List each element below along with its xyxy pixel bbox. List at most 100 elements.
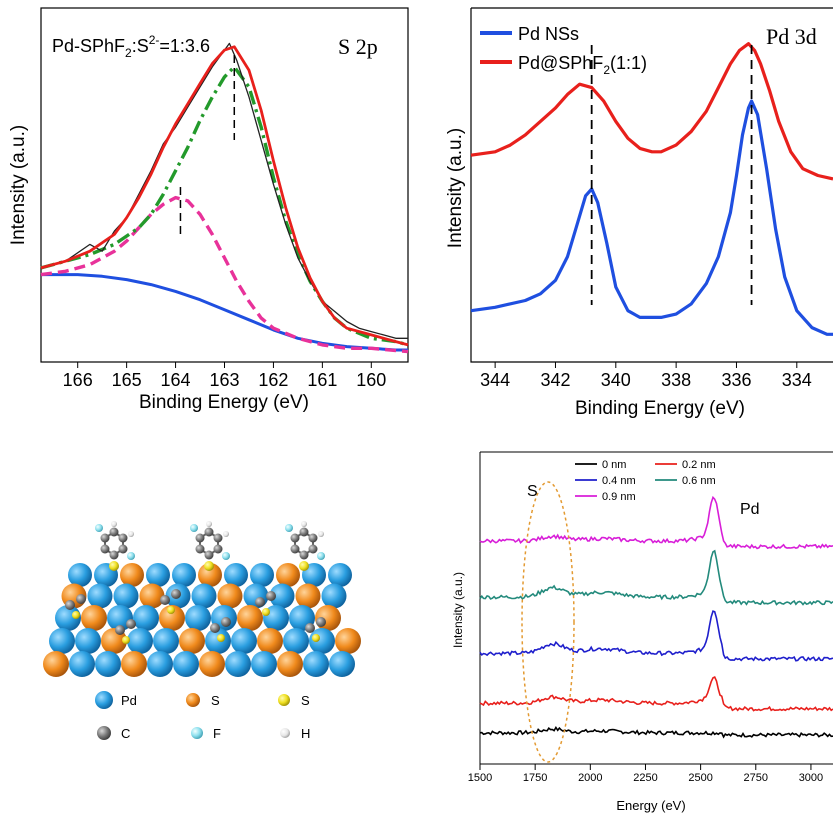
model-atom-c-sub2-c (266, 591, 276, 601)
panel-s2p-annotation: Pd-SPhF2:S2-=1:3.6 (52, 33, 210, 60)
model-atom-so-5 (198, 563, 222, 587)
model-atom-c-0-5 (100, 544, 110, 554)
s2p-x-tick-label-163: 163 (209, 370, 239, 390)
model-atom-pd-16 (191, 583, 217, 609)
model-atom-h-1-a (206, 521, 212, 527)
region-label-pd: Pd (740, 501, 760, 518)
model-atom-h-0-a (111, 521, 117, 527)
model-atom-so-2 (120, 563, 144, 587)
model-atom-pd-56 (329, 651, 355, 677)
model-atom-h-2-a (301, 521, 307, 527)
model-atom-c-0-4 (109, 550, 119, 560)
model-atom-c-0-2 (118, 533, 128, 543)
panel-depth-series (479, 495, 833, 739)
model-atom-s-sub-e (217, 634, 225, 642)
model-atom-c-sub2-d (126, 619, 136, 629)
pd3d-x-tick-label-340: 340 (601, 370, 631, 390)
model-atom-pd-0 (68, 563, 92, 587)
model-atom-c-sub2-f (316, 617, 326, 627)
s2p-series-comp1 (40, 195, 409, 354)
depth-legend-label-0-nm: 0 nm (602, 459, 626, 471)
model-atom-pd-19 (269, 583, 295, 609)
model-atom-c-sub2-e (221, 617, 231, 627)
panel-surface-model: Pd S S C F H (43, 521, 361, 741)
model-atom-pd-33 (49, 628, 75, 654)
legend-atom-c-icon (97, 726, 111, 740)
model-atom-c-sub-f (305, 623, 315, 633)
model-atom-s-sub-d (122, 636, 130, 644)
model-atom-h-1-b (223, 531, 229, 537)
model-atom-pd-13 (113, 583, 139, 609)
model-atom-s-sub-b (167, 606, 175, 614)
model-atom-c-2-3 (308, 544, 318, 554)
s2p-x-tick-label-161: 161 (307, 370, 337, 390)
legend-atom-h-label: H (301, 726, 310, 741)
model-atom-pd-55 (303, 651, 329, 677)
model-atom-pd-4 (172, 563, 196, 587)
panel-s2p-x-ticks: 166 165 164 163 162 161 160 (63, 362, 386, 390)
model-atom-c-sub-a (65, 600, 75, 610)
model-atom-so-45 (43, 651, 69, 677)
model-atom-pd-52 (225, 651, 251, 677)
model-atom-f-2-b (317, 552, 325, 560)
panel-pd3d-xlabel: Binding Energy (eV) (575, 398, 745, 419)
model-legend: Pd S S C F H (95, 691, 310, 741)
model-atom-s-yellow-0 (109, 561, 119, 571)
panel-pd3d-ylabel: Intensity (a.u.) (445, 128, 466, 248)
model-atom-s-sub-f (312, 634, 320, 642)
panel-s2p-xlabel: Binding Energy (eV) (139, 392, 309, 413)
model-atom-pd-7 (250, 563, 274, 587)
model-atom-so-54 (277, 651, 303, 677)
model-atom-pd-36 (127, 628, 153, 654)
s2p-series-fit (40, 45, 409, 347)
legend-atom-s-orange-icon (186, 693, 200, 707)
panel-depth-x-ticks: 1500 1750 2000 2250 2500 2750 3000 (468, 764, 823, 784)
model-atom-c-sub2-b (171, 589, 181, 599)
model-atom-so-26 (159, 605, 185, 631)
legend-atom-c-label: C (121, 726, 130, 741)
model-atom-so-20 (295, 583, 321, 609)
model-atom-s-sub-a (72, 611, 80, 619)
legend-atom-s-yellow-icon (278, 694, 290, 706)
surface-model-atoms (43, 521, 361, 677)
pd3d-x-tick-label-336: 336 (721, 370, 751, 390)
model-atom-h-0-b (128, 531, 134, 537)
depth-x-tick-label-2000: 2000 (578, 772, 602, 784)
pd3d-x-tick-label-342: 342 (540, 370, 570, 390)
model-atom-pd-47 (95, 651, 121, 677)
model-atom-c-0-0 (100, 533, 110, 543)
model-atom-pd-12 (87, 583, 113, 609)
depth-x-tick-label-3000: 3000 (799, 772, 823, 784)
model-atom-h-2-b (318, 531, 324, 537)
panel-pd3d-x-ticks: 344 342 340 338 336 334 (480, 362, 812, 390)
model-atom-c-sub-c (255, 597, 265, 607)
model-atom-c-2-4 (299, 550, 309, 560)
model-atom-s-sub-c (262, 608, 270, 616)
model-atom-f-2-a (285, 524, 293, 532)
depth-legend-label-0-2-nm: 0.2 nm (682, 459, 716, 471)
model-atom-c-0-1 (109, 527, 119, 537)
region-label-s: S (527, 483, 538, 500)
depth-x-tick-label-1750: 1750 (523, 772, 547, 784)
s2p-series-raw (40, 42, 408, 339)
model-atom-f-0-b (127, 552, 135, 560)
model-atom-f-0-a (95, 524, 103, 532)
model-atom-pd-53 (251, 651, 277, 677)
legend-atom-pd-icon (95, 691, 113, 709)
model-atom-pd-39 (205, 628, 231, 654)
depth-legend-label-0-9-nm: 0.9 nm (602, 491, 636, 503)
legend-atom-f-label: F (213, 726, 221, 741)
depth-legend-label-0-6-nm: 0.6 nm (682, 475, 716, 487)
model-atom-pd-40 (231, 628, 257, 654)
model-atom-s-yellow-1 (204, 561, 214, 571)
depth-x-tick-label-1500: 1500 (468, 772, 492, 784)
s2p-x-tick-label-165: 165 (112, 370, 142, 390)
panel-depth-profile: 1500 1750 2000 2250 2500 2750 3000 S Pd 0 nm 0.… (451, 451, 833, 813)
legend-atom-pd-label: Pd (121, 693, 137, 708)
model-atom-so-48 (121, 651, 147, 677)
model-atom-c-sub-e (210, 623, 220, 633)
legend-atom-h-icon (280, 728, 290, 738)
model-atom-c-0-3 (118, 544, 128, 554)
model-atom-pd-34 (75, 628, 101, 654)
